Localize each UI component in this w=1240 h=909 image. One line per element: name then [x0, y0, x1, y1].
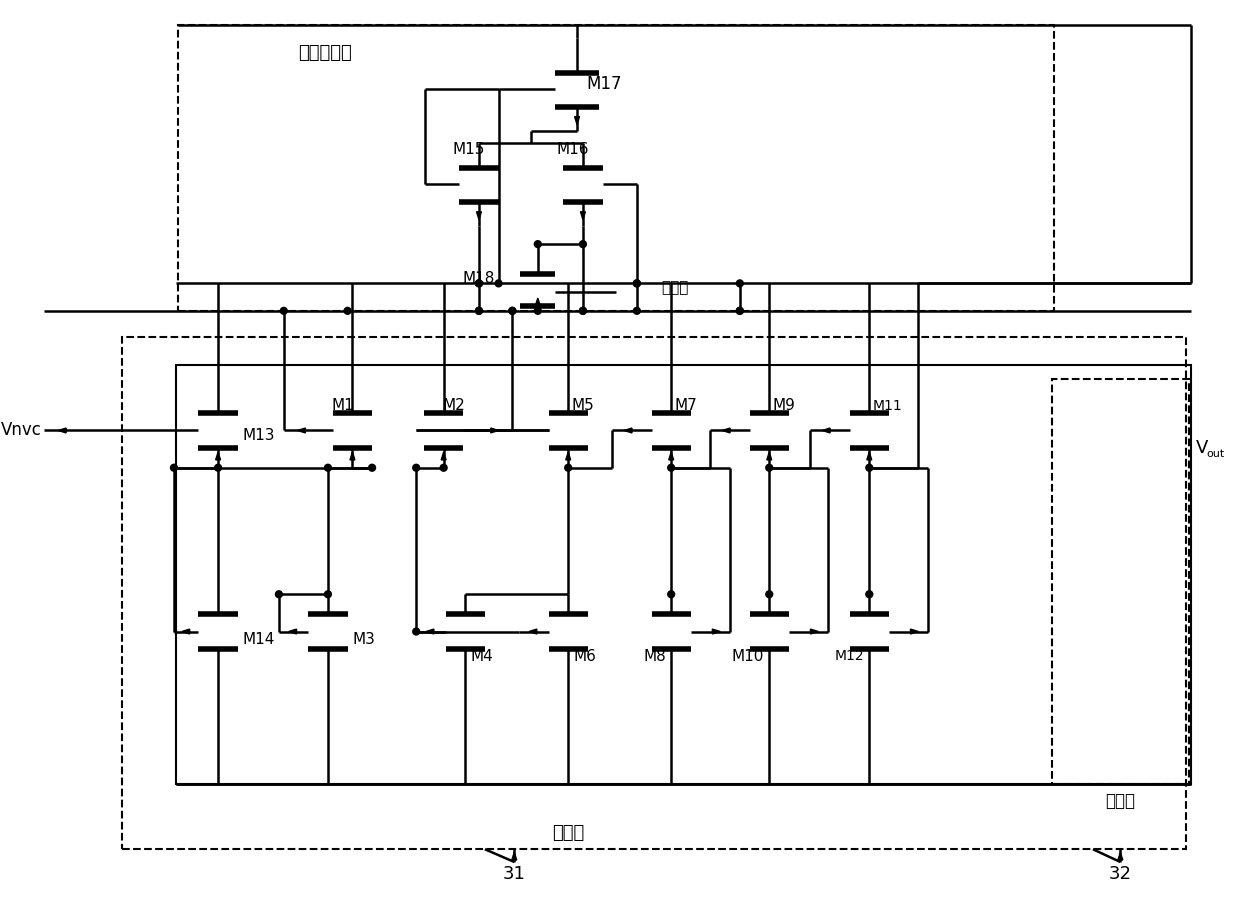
- Circle shape: [579, 307, 587, 315]
- Circle shape: [579, 307, 587, 315]
- Circle shape: [280, 307, 288, 315]
- Text: M4: M4: [470, 648, 492, 664]
- Circle shape: [668, 591, 675, 598]
- Bar: [177, 25, 1054, 311]
- Text: Vnvc: Vnvc: [1, 422, 42, 439]
- Circle shape: [866, 591, 873, 598]
- Circle shape: [534, 241, 541, 247]
- Circle shape: [275, 591, 283, 598]
- Circle shape: [475, 280, 482, 287]
- Circle shape: [368, 464, 376, 471]
- Polygon shape: [441, 452, 446, 460]
- Text: M5: M5: [572, 398, 594, 414]
- Circle shape: [508, 307, 516, 315]
- Circle shape: [634, 307, 640, 315]
- Circle shape: [534, 307, 541, 315]
- Polygon shape: [58, 428, 66, 433]
- Text: M6: M6: [573, 648, 596, 664]
- Polygon shape: [624, 428, 632, 433]
- Polygon shape: [580, 212, 585, 220]
- Polygon shape: [910, 629, 919, 634]
- Circle shape: [579, 241, 587, 247]
- Circle shape: [215, 464, 222, 471]
- Polygon shape: [811, 629, 818, 634]
- Polygon shape: [491, 428, 498, 433]
- Circle shape: [440, 464, 448, 471]
- Circle shape: [171, 464, 177, 471]
- Circle shape: [475, 307, 482, 315]
- Circle shape: [766, 591, 773, 598]
- Circle shape: [345, 307, 351, 315]
- Text: 传输门: 传输门: [661, 280, 688, 295]
- Circle shape: [413, 628, 419, 635]
- Polygon shape: [867, 452, 872, 460]
- Polygon shape: [1118, 852, 1122, 860]
- Polygon shape: [668, 452, 673, 460]
- Text: 反相器: 反相器: [1105, 792, 1136, 810]
- Text: 32: 32: [1109, 864, 1132, 883]
- Text: M11: M11: [872, 399, 901, 413]
- Circle shape: [413, 464, 419, 471]
- Text: V: V: [1195, 439, 1208, 457]
- Bar: [176, 365, 1190, 784]
- Text: M7: M7: [675, 398, 697, 414]
- Bar: [1052, 379, 1189, 784]
- Circle shape: [737, 307, 743, 315]
- Circle shape: [495, 280, 502, 287]
- Text: out: out: [1207, 449, 1225, 459]
- Text: M10: M10: [732, 648, 764, 664]
- Text: M9: M9: [773, 398, 795, 414]
- Text: M2: M2: [443, 398, 465, 414]
- Polygon shape: [529, 629, 537, 634]
- Text: M15: M15: [453, 143, 485, 157]
- Circle shape: [325, 591, 331, 598]
- Polygon shape: [722, 428, 730, 433]
- Polygon shape: [216, 452, 221, 460]
- Bar: [122, 337, 1187, 849]
- Circle shape: [737, 307, 743, 315]
- Polygon shape: [427, 629, 434, 634]
- Circle shape: [737, 280, 743, 287]
- Text: M13: M13: [243, 428, 275, 443]
- Polygon shape: [476, 212, 481, 220]
- Polygon shape: [512, 852, 517, 860]
- Polygon shape: [350, 452, 355, 460]
- Polygon shape: [822, 428, 830, 433]
- Text: 有源二极管: 有源二极管: [299, 44, 352, 62]
- Polygon shape: [565, 452, 570, 460]
- Circle shape: [634, 280, 640, 287]
- Circle shape: [668, 464, 675, 471]
- Polygon shape: [712, 629, 720, 634]
- Text: M8: M8: [644, 648, 666, 664]
- Circle shape: [475, 307, 482, 315]
- Text: M3: M3: [352, 632, 376, 647]
- Text: M17: M17: [587, 75, 622, 94]
- Text: M14: M14: [243, 632, 275, 647]
- Text: M18: M18: [463, 271, 495, 286]
- Circle shape: [475, 280, 482, 287]
- Circle shape: [766, 464, 773, 471]
- Polygon shape: [574, 116, 579, 125]
- Text: M1: M1: [331, 398, 355, 414]
- Polygon shape: [298, 428, 305, 433]
- Circle shape: [564, 464, 572, 471]
- Text: M16: M16: [557, 143, 589, 157]
- Polygon shape: [536, 298, 541, 306]
- Text: M12: M12: [835, 649, 864, 663]
- Text: 比较器: 比较器: [552, 824, 584, 842]
- Polygon shape: [289, 629, 296, 634]
- Circle shape: [325, 464, 331, 471]
- Polygon shape: [766, 452, 771, 460]
- Circle shape: [866, 464, 873, 471]
- Text: 31: 31: [503, 864, 526, 883]
- Circle shape: [634, 280, 640, 287]
- Polygon shape: [182, 629, 190, 634]
- Circle shape: [508, 307, 516, 315]
